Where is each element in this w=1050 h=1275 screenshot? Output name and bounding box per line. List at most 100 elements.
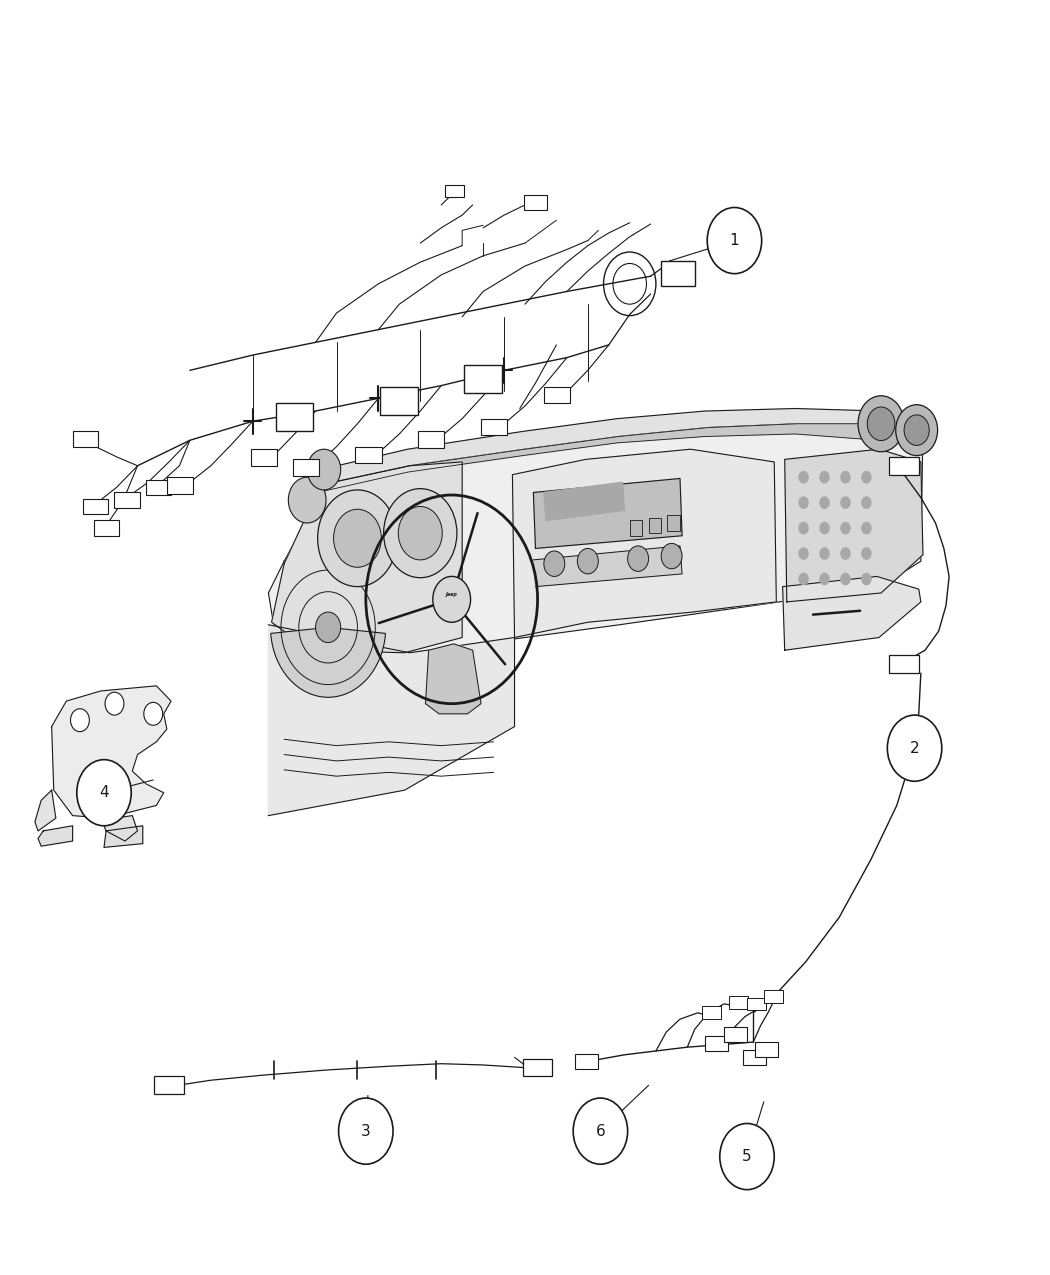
Polygon shape (101, 816, 138, 842)
Polygon shape (35, 790, 56, 831)
Circle shape (861, 572, 872, 585)
Polygon shape (321, 408, 923, 484)
Circle shape (573, 1098, 628, 1164)
Bar (355, 446, 381, 463)
Circle shape (94, 782, 113, 805)
Polygon shape (533, 478, 682, 548)
Polygon shape (272, 462, 462, 653)
Polygon shape (544, 482, 625, 520)
Text: Jeep: Jeep (446, 592, 458, 597)
Text: 5: 5 (742, 1149, 752, 1164)
Bar (146, 479, 171, 495)
Circle shape (334, 509, 381, 567)
Bar (154, 1076, 184, 1094)
Bar (706, 1035, 728, 1051)
Text: 6: 6 (595, 1123, 605, 1139)
Bar (251, 449, 277, 465)
Bar (380, 386, 418, 414)
Polygon shape (269, 423, 923, 653)
Polygon shape (512, 449, 776, 638)
Polygon shape (784, 449, 923, 602)
Circle shape (819, 547, 830, 560)
Circle shape (289, 477, 327, 523)
Circle shape (628, 546, 649, 571)
Circle shape (77, 760, 131, 826)
Polygon shape (318, 423, 921, 492)
Circle shape (383, 488, 457, 578)
Bar (630, 520, 643, 536)
Text: 4: 4 (99, 785, 109, 801)
Bar (747, 997, 765, 1010)
Circle shape (544, 551, 565, 576)
Circle shape (798, 547, 808, 560)
Polygon shape (38, 826, 72, 847)
Circle shape (867, 407, 895, 441)
Circle shape (861, 521, 872, 534)
Bar (544, 386, 570, 403)
Text: 3: 3 (361, 1123, 371, 1139)
Circle shape (662, 543, 682, 569)
Bar (755, 1042, 778, 1057)
Bar (723, 1026, 747, 1042)
Circle shape (798, 572, 808, 585)
Bar (575, 1053, 598, 1068)
Circle shape (861, 547, 872, 560)
Bar (524, 195, 547, 210)
Bar (83, 499, 108, 514)
Circle shape (144, 703, 163, 725)
Bar (523, 1058, 552, 1076)
Bar (418, 431, 444, 448)
Circle shape (840, 572, 850, 585)
Bar (763, 989, 782, 1002)
Circle shape (308, 449, 340, 490)
Circle shape (858, 395, 904, 451)
Circle shape (433, 576, 470, 622)
Bar (464, 365, 502, 393)
Circle shape (840, 521, 850, 534)
Bar (276, 403, 314, 431)
Polygon shape (425, 644, 481, 714)
Bar (649, 518, 662, 533)
Bar (72, 431, 98, 446)
Circle shape (338, 1098, 393, 1164)
Polygon shape (51, 686, 171, 819)
Circle shape (798, 470, 808, 483)
Bar (889, 456, 919, 474)
Circle shape (904, 414, 929, 445)
Bar (93, 520, 119, 536)
Polygon shape (782, 576, 921, 650)
Circle shape (578, 548, 598, 574)
Bar (742, 1049, 765, 1065)
Circle shape (105, 692, 124, 715)
Circle shape (896, 404, 938, 455)
Circle shape (861, 496, 872, 509)
Circle shape (316, 612, 340, 643)
Circle shape (70, 709, 89, 732)
Bar (729, 996, 748, 1009)
Bar (481, 418, 507, 435)
Circle shape (798, 521, 808, 534)
Circle shape (819, 470, 830, 483)
Bar (293, 459, 319, 476)
Circle shape (840, 470, 850, 483)
Text: 2: 2 (909, 741, 920, 756)
Circle shape (398, 506, 442, 560)
Polygon shape (269, 625, 514, 816)
Polygon shape (104, 826, 143, 848)
Bar (702, 1006, 721, 1019)
Circle shape (819, 496, 830, 509)
Circle shape (798, 496, 808, 509)
Circle shape (318, 490, 397, 586)
Circle shape (708, 208, 761, 274)
Bar (114, 492, 140, 507)
Circle shape (887, 715, 942, 782)
Circle shape (819, 521, 830, 534)
Bar (662, 261, 695, 287)
Circle shape (861, 470, 872, 483)
Bar (445, 185, 464, 198)
Bar (167, 477, 193, 493)
Text: 1: 1 (730, 233, 739, 249)
Bar (668, 515, 680, 530)
Circle shape (720, 1123, 774, 1190)
Bar (889, 655, 919, 673)
